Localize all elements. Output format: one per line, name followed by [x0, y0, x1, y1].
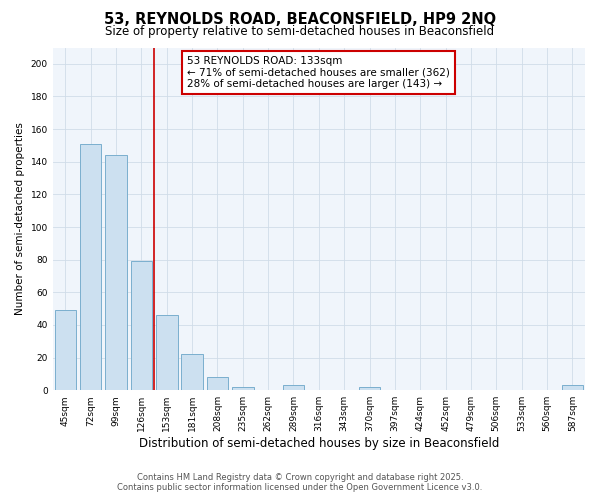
- Bar: [181, 354, 203, 390]
- Text: 53, REYNOLDS ROAD, BEACONSFIELD, HP9 2NQ: 53, REYNOLDS ROAD, BEACONSFIELD, HP9 2NQ: [104, 12, 496, 28]
- Bar: [232, 387, 254, 390]
- Bar: [156, 315, 178, 390]
- Bar: [283, 386, 304, 390]
- Text: 53 REYNOLDS ROAD: 133sqm
← 71% of semi-detached houses are smaller (362)
28% of : 53 REYNOLDS ROAD: 133sqm ← 71% of semi-d…: [187, 56, 450, 90]
- Bar: [359, 387, 380, 390]
- Text: Contains HM Land Registry data © Crown copyright and database right 2025.
Contai: Contains HM Land Registry data © Crown c…: [118, 473, 482, 492]
- Bar: [562, 386, 583, 390]
- Y-axis label: Number of semi-detached properties: Number of semi-detached properties: [15, 122, 25, 316]
- X-axis label: Distribution of semi-detached houses by size in Beaconsfield: Distribution of semi-detached houses by …: [139, 437, 499, 450]
- Bar: [80, 144, 101, 390]
- Bar: [105, 155, 127, 390]
- Text: Size of property relative to semi-detached houses in Beaconsfield: Size of property relative to semi-detach…: [106, 25, 494, 38]
- Bar: [131, 262, 152, 390]
- Bar: [206, 377, 228, 390]
- Bar: [55, 310, 76, 390]
